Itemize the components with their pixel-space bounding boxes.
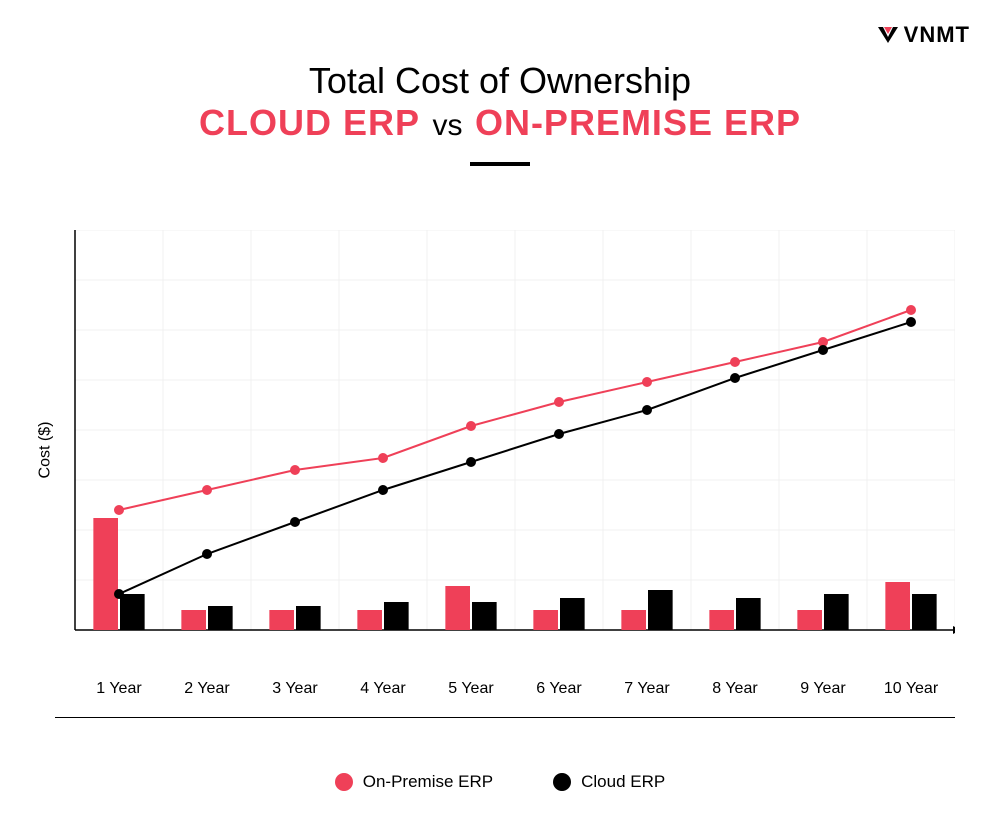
legend-dot-onprem xyxy=(335,773,353,791)
x-axis-underline xyxy=(55,717,955,718)
brand-logo: VNMT xyxy=(876,22,970,48)
title-cloud: CLOUD ERP xyxy=(199,102,420,143)
y-axis-label: Cost ($) xyxy=(36,422,54,479)
legend-label-onprem: On-Premise ERP xyxy=(363,772,493,792)
legend-dot-cloud xyxy=(553,773,571,791)
legend: On-Premise ERP Cloud ERP xyxy=(0,772,1000,792)
x-tick-label: 8 Year xyxy=(691,680,779,698)
legend-item-onprem: On-Premise ERP xyxy=(335,772,493,792)
brand-text: VNMT xyxy=(904,22,970,48)
x-tick-label: 4 Year xyxy=(339,680,427,698)
vnmt-logo-icon xyxy=(876,23,900,47)
legend-item-cloud: Cloud ERP xyxy=(553,772,665,792)
x-tick-label: 5 Year xyxy=(427,680,515,698)
x-tick-label: 2 Year xyxy=(163,680,251,698)
title-underline xyxy=(470,162,530,166)
chart-canvas xyxy=(55,230,955,670)
x-tick-label: 7 Year xyxy=(603,680,691,698)
x-tick-label: 9 Year xyxy=(779,680,867,698)
title-line2: CLOUD ERP vs ON-PREMISE ERP xyxy=(0,102,1000,144)
x-tick-label: 1 Year xyxy=(75,680,163,698)
x-tick-label: 10 Year xyxy=(867,680,955,698)
tco-chart: Cost ($) 1 Year2 Year3 Year4 Year5 Year6… xyxy=(55,230,955,670)
chart-title: Total Cost of Ownership CLOUD ERP vs ON-… xyxy=(0,0,1000,166)
title-line1: Total Cost of Ownership xyxy=(0,60,1000,102)
x-tick-label: 6 Year xyxy=(515,680,603,698)
title-vs: vs xyxy=(432,109,462,142)
x-axis-labels: 1 Year2 Year3 Year4 Year5 Year6 Year7 Ye… xyxy=(75,680,955,698)
legend-label-cloud: Cloud ERP xyxy=(581,772,665,792)
title-onprem: ON-PREMISE ERP xyxy=(475,102,801,143)
x-tick-label: 3 Year xyxy=(251,680,339,698)
